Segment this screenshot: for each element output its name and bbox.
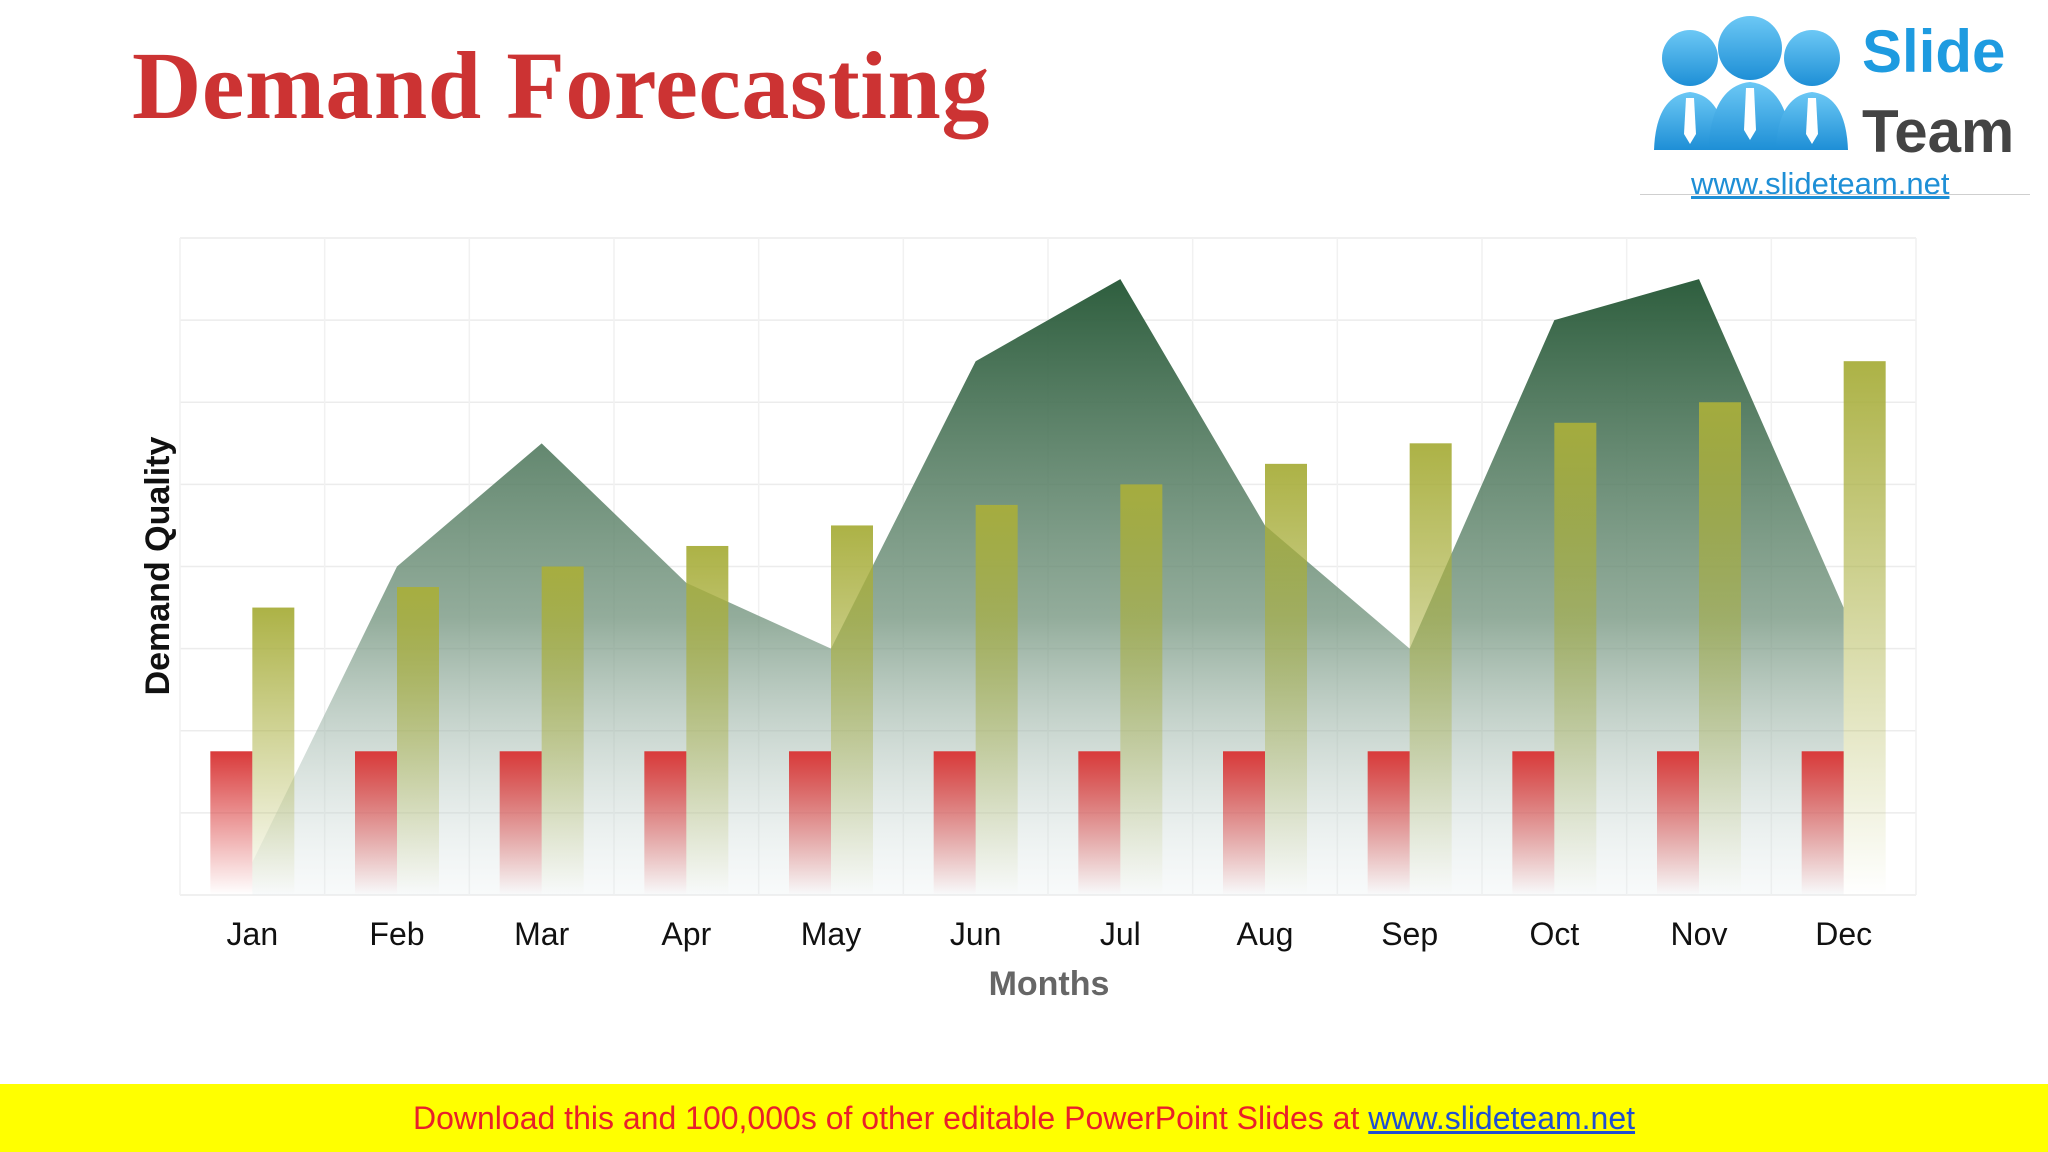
red-bar-jun bbox=[933, 751, 976, 895]
red-bar-jul bbox=[1078, 751, 1121, 895]
olive-bar-aug bbox=[1265, 463, 1307, 895]
download-banner: Download this and 100,000s of other edit… bbox=[0, 1084, 2048, 1152]
olive-bar-mar bbox=[541, 566, 584, 895]
x-tick-label-aug: Aug bbox=[1237, 916, 1294, 952]
x-tick-label-mar: Mar bbox=[514, 916, 569, 952]
y-axis-label: Demand Quality bbox=[139, 436, 177, 695]
x-tick-label-jul: Jul bbox=[1100, 916, 1141, 952]
olive-bar-dec bbox=[1843, 361, 1886, 895]
x-axis-tick-labels: Jan Feb Mar Apr May Jun Jul Aug Sep Oct Nov Dec bbox=[227, 916, 1873, 952]
people-logo-icon bbox=[1654, 16, 1848, 150]
banner-text: Download this and 100,000s of other edit… bbox=[412, 1100, 1369, 1136]
olive-bar-jun bbox=[975, 504, 1018, 895]
red-bar-sep bbox=[1367, 751, 1410, 895]
demand-chart: Jan Feb Mar Apr May Jun Jul Aug Sep Oct Nov Dec Mon… bbox=[139, 237, 1917, 1003]
red-bar-nov bbox=[1657, 751, 1699, 895]
olive-bar-nov bbox=[1699, 402, 1741, 895]
red-bar-feb bbox=[355, 751, 397, 895]
x-tick-label-may: May bbox=[801, 916, 861, 952]
x-tick-label-feb: Feb bbox=[369, 916, 424, 952]
red-bar-dec bbox=[1801, 751, 1844, 895]
logo-word-slide: Slide bbox=[1862, 18, 2006, 85]
logo-url-link[interactable]: www.slideteam.net bbox=[1691, 166, 1950, 201]
x-axis-label: Months bbox=[989, 965, 1110, 1003]
red-bar-may bbox=[789, 751, 831, 895]
olive-bar-feb bbox=[397, 587, 439, 895]
logo-word-team: Team bbox=[1862, 98, 2015, 165]
x-tick-label-jan: Jan bbox=[227, 916, 279, 952]
x-tick-label-nov: Nov bbox=[1671, 916, 1728, 952]
red-bar-mar bbox=[499, 751, 542, 895]
x-tick-label-dec: Dec bbox=[1815, 916, 1872, 952]
logo-divider bbox=[1640, 194, 2030, 195]
olive-bar-apr bbox=[686, 545, 729, 895]
slide-title: Demand Forecasting bbox=[132, 32, 990, 139]
red-bar-jan bbox=[210, 751, 253, 895]
olive-bar-series bbox=[252, 361, 1886, 895]
olive-bar-oct bbox=[1554, 422, 1597, 895]
red-bar-apr bbox=[644, 751, 687, 895]
x-tick-label-apr: Apr bbox=[661, 916, 711, 952]
x-tick-label-sep: Sep bbox=[1381, 916, 1438, 952]
red-bar-oct bbox=[1512, 751, 1555, 895]
banner-link[interactable]: www.slideteam.net bbox=[1368, 1100, 1636, 1136]
olive-bar-sep bbox=[1409, 443, 1452, 895]
area-series bbox=[252, 279, 1844, 895]
slideteam-logo: Slide Team www.slideteam.net bbox=[1636, 0, 2038, 201]
area-series-shape bbox=[252, 279, 1844, 895]
x-tick-label-jun: Jun bbox=[950, 916, 1002, 952]
olive-bar-jul bbox=[1120, 484, 1163, 895]
olive-bar-may bbox=[831, 525, 873, 895]
olive-bar-jan bbox=[252, 607, 295, 895]
x-tick-label-oct: Oct bbox=[1529, 916, 1579, 952]
red-bar-aug bbox=[1223, 751, 1265, 895]
red-bar-series bbox=[210, 751, 1844, 895]
